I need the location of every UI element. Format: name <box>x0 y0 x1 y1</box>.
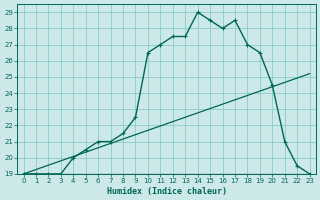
X-axis label: Humidex (Indice chaleur): Humidex (Indice chaleur) <box>107 187 227 196</box>
